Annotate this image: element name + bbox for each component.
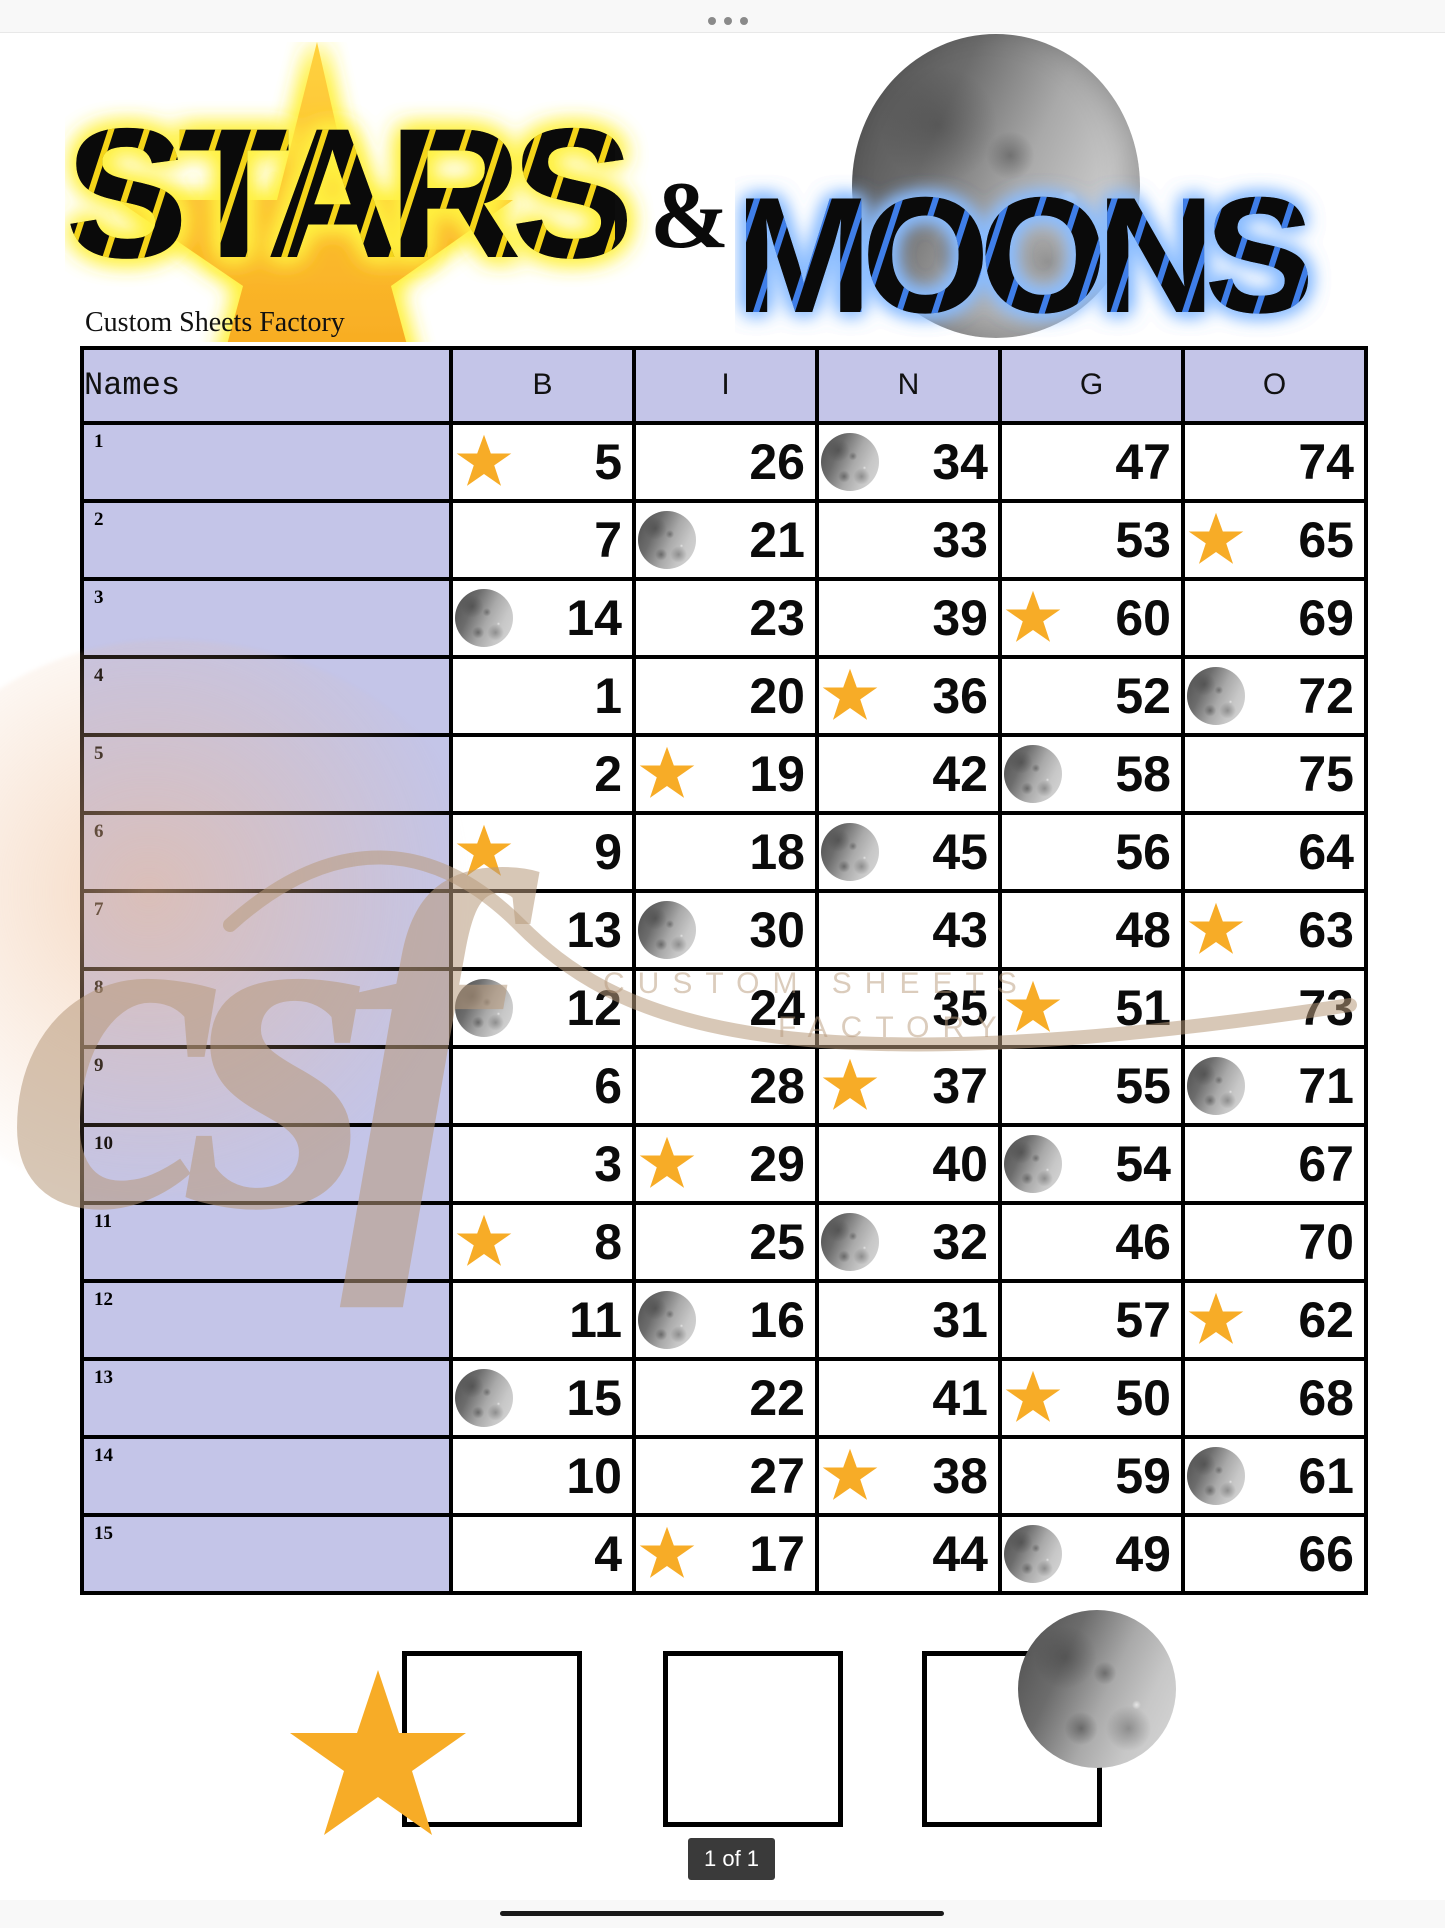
svg-text:&: & bbox=[650, 162, 725, 268]
